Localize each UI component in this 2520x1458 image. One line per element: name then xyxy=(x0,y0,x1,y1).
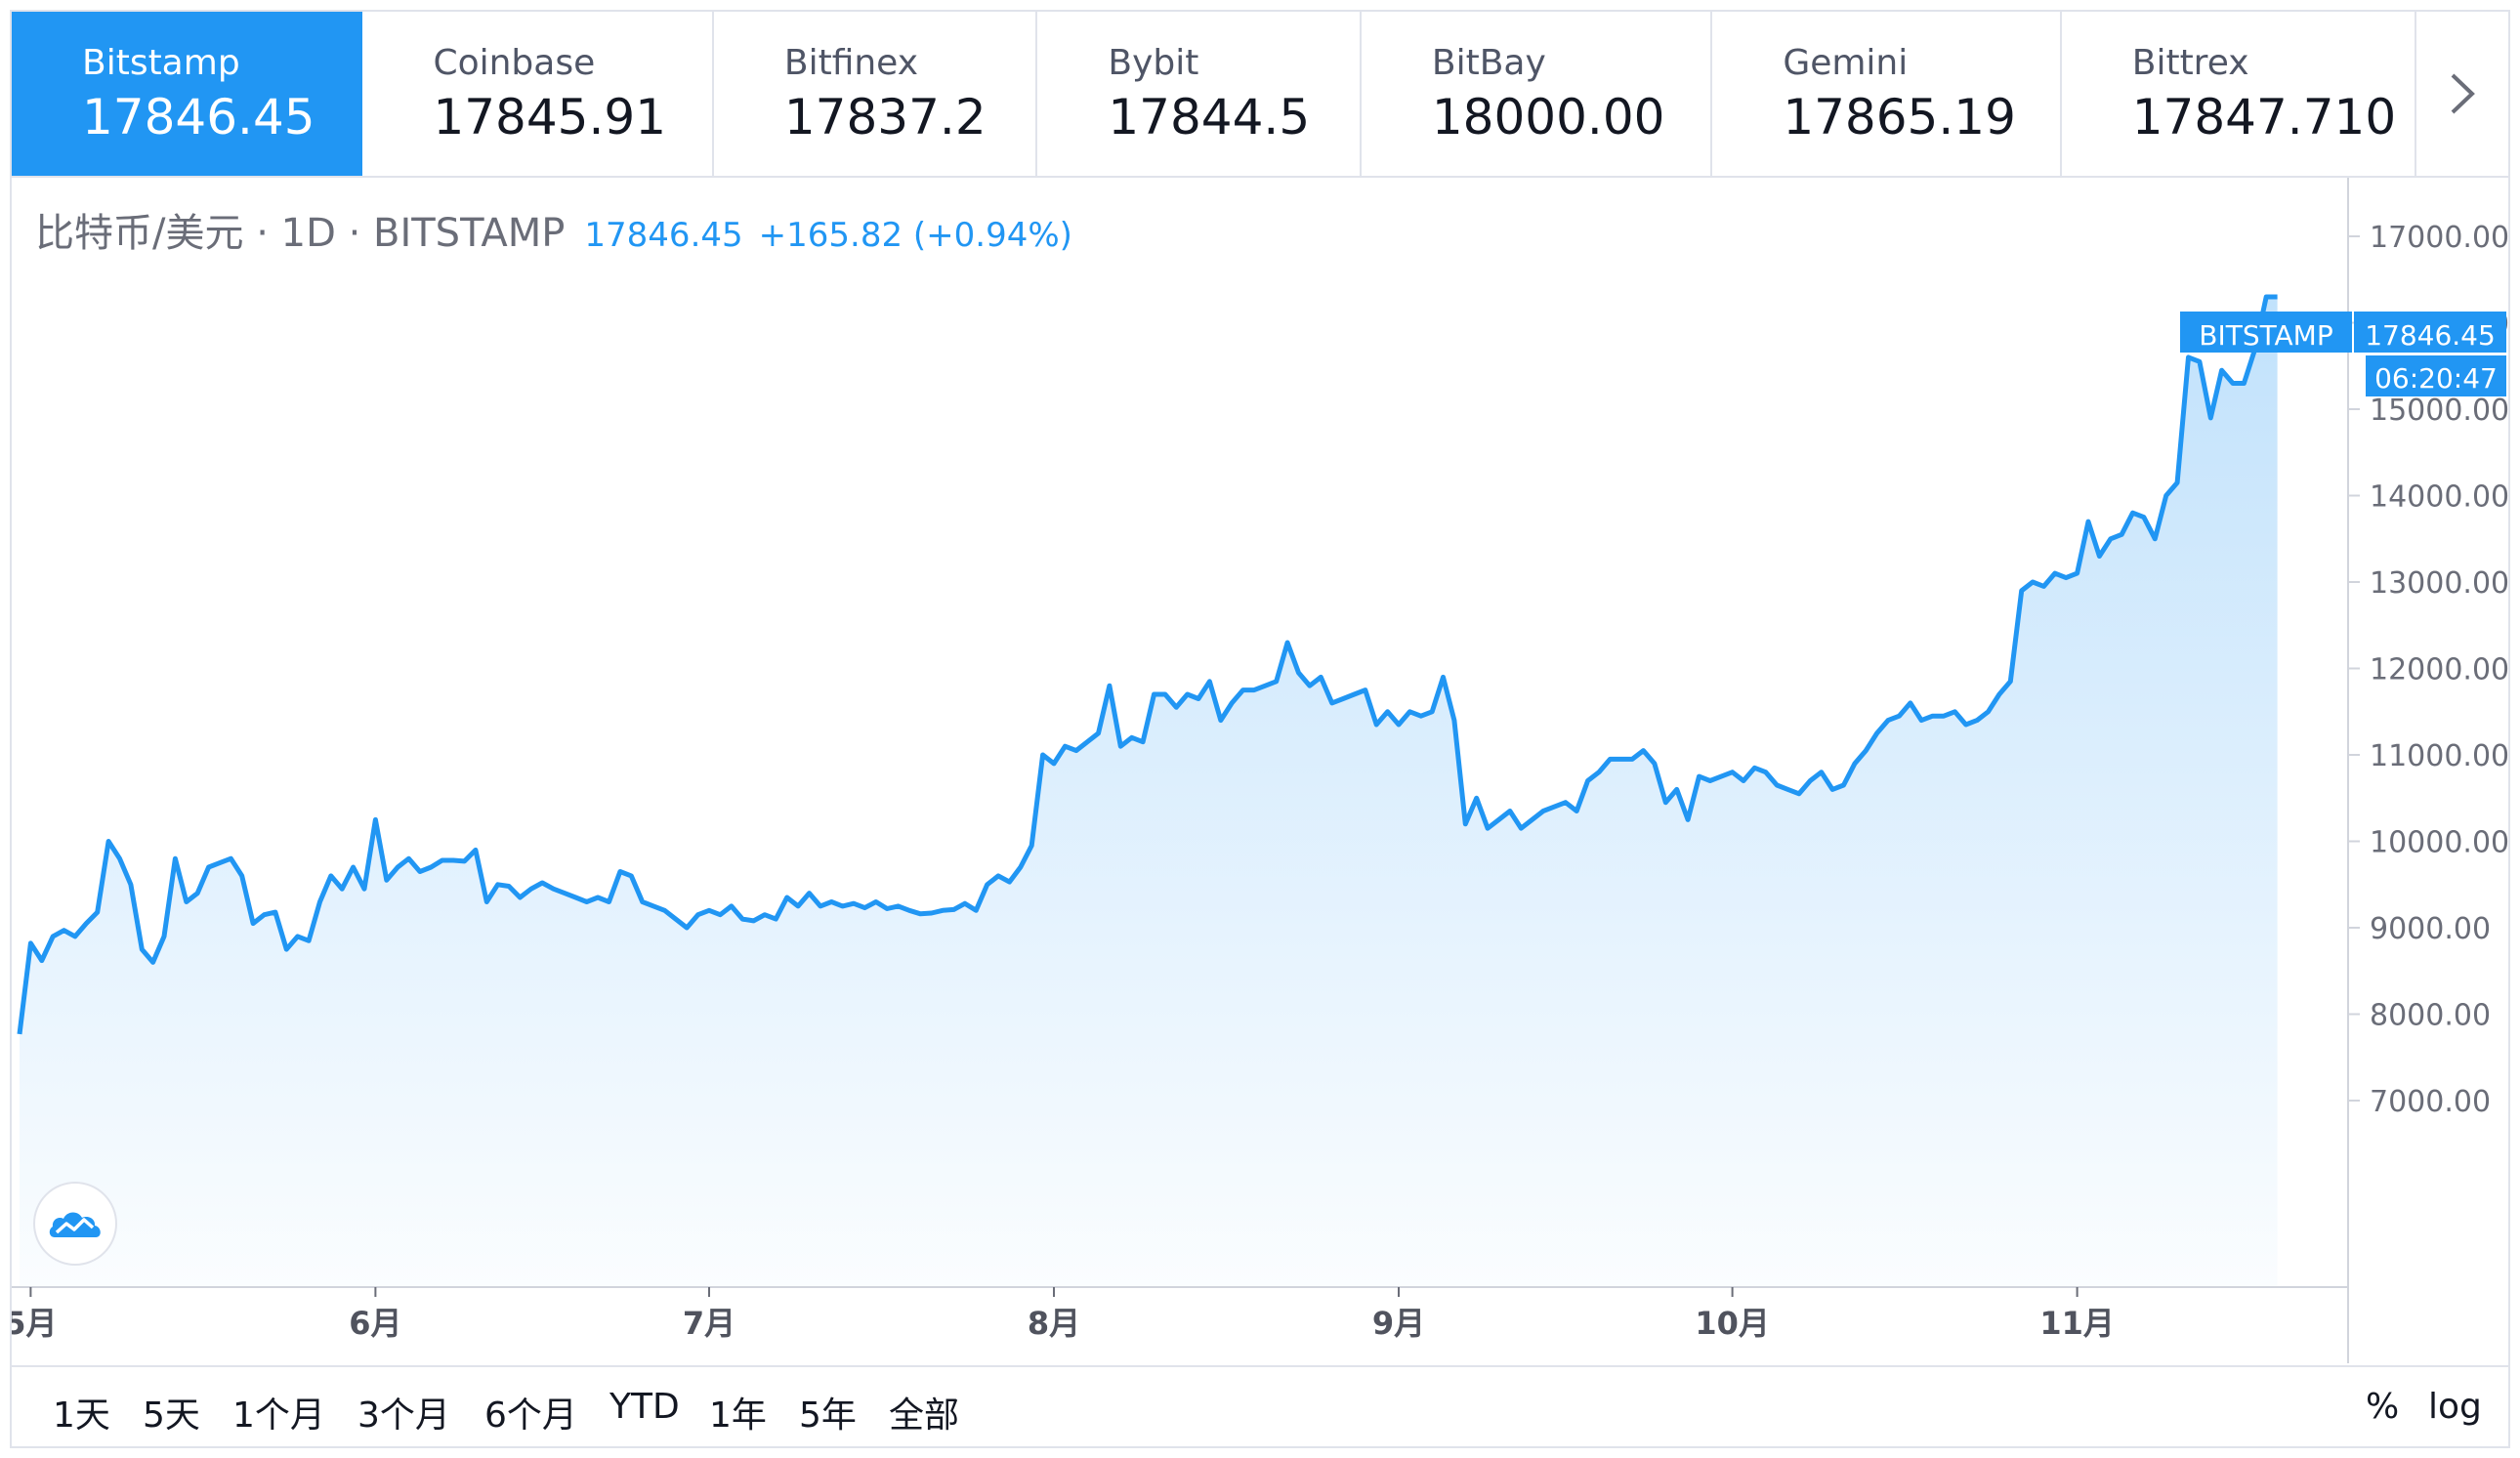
range-5d-button[interactable]: 5天 xyxy=(143,1396,200,1436)
y-tick-label: 11000.00 xyxy=(2370,739,2508,773)
range-3m-button[interactable]: 3个月 xyxy=(357,1396,450,1436)
countdown-tag: 06:20:47 xyxy=(2374,362,2498,395)
exchange-price-tag-bg xyxy=(2180,312,2352,353)
range-ytd-button[interactable]: YTD xyxy=(609,1387,680,1427)
exchange-tab-name: BitBay xyxy=(1431,43,1546,83)
tradingview-cloud-icon xyxy=(49,1212,101,1237)
price-line xyxy=(17,294,2278,1035)
tradingview-logo-button[interactable] xyxy=(33,1182,117,1266)
exchange-tab-price: 17847.710 xyxy=(2131,89,2397,146)
range-6m-button[interactable]: 6个月 xyxy=(484,1396,577,1436)
x-tick-label: 7月 xyxy=(683,1305,735,1342)
y-tick-label: 8000.00 xyxy=(2370,999,2491,1033)
exchange-tab-name: Coinbase xyxy=(433,43,596,83)
range-5y-button[interactable]: 5年 xyxy=(799,1396,857,1436)
exchange-tab-name: Bybit xyxy=(1108,43,1199,83)
countdown-tag-bg xyxy=(2366,355,2506,396)
y-tick-label: 14000.00 xyxy=(2370,480,2508,515)
exchange-tab-price: 17845.91 xyxy=(433,89,667,146)
price-labels: BITSTAMP 17846.45 06:20:47 xyxy=(2180,312,2506,396)
range-1m-button[interactable]: 1个月 xyxy=(232,1396,325,1436)
range-all-button[interactable]: 全部 xyxy=(889,1396,960,1436)
x-tick-label: 8月 xyxy=(1028,1305,1080,1342)
y-tick-label: 7000.00 xyxy=(2370,1085,2491,1119)
chart-widget: Bitstamp 17846.45 Coinbase 17845.91 Bitf… xyxy=(10,10,2510,1448)
exchange-tab-bybit[interactable]: Bybit 17844.5 xyxy=(1037,12,1362,176)
y-tick-label: 10000.00 xyxy=(2370,826,2508,860)
chevron-right-icon xyxy=(2451,73,2475,114)
legend-price: 17846.45 xyxy=(584,216,743,255)
chart-legend: 比特币/美元 · 1D · BITSTAMP 17846.45 +165.82 … xyxy=(35,201,1072,258)
exchange-tab-price: 17865.19 xyxy=(1783,89,2016,146)
exchange-tab-coinbase[interactable]: Coinbase 17845.91 xyxy=(362,12,714,176)
exchange-tab-bitfinex[interactable]: Bitfinex 17837.2 xyxy=(714,12,1038,176)
exchange-tab-name: Bitstamp xyxy=(82,43,240,83)
last-price-tag-bg xyxy=(2354,312,2506,353)
exchange-price-tag: BITSTAMP xyxy=(2199,319,2332,352)
x-tick-label: 10月 xyxy=(1695,1305,1770,1342)
exchange-tab-name: Gemini xyxy=(1783,43,1909,83)
next-exchanges-button[interactable] xyxy=(2416,12,2508,176)
y-tick-label: 12000.00 xyxy=(2370,653,2508,687)
exchange-tab-bitstamp[interactable]: Bitstamp 17846.45 xyxy=(12,12,363,176)
percent-scale-button[interactable]: % xyxy=(2366,1387,2400,1427)
price-area-fill xyxy=(20,297,2278,1287)
x-tick-label: 11月 xyxy=(2039,1305,2115,1342)
exchange-tab-price: 18000.00 xyxy=(1431,89,1665,146)
range-1y-button[interactable]: 1年 xyxy=(709,1396,767,1436)
x-tick-label: 9月 xyxy=(1372,1305,1425,1342)
exchange-tab-price: 17837.2 xyxy=(783,89,987,146)
x-axis: 5月 6月 7月 8月 9月 10月 11月 xyxy=(12,1287,2115,1342)
y-tick-label: 9000.00 xyxy=(2370,912,2491,946)
y-tick-label: 17000.00 xyxy=(2370,221,2508,255)
exchange-tab-gemini[interactable]: Gemini 17865.19 xyxy=(1712,12,2062,176)
range-toolbar: 1天 5天 1个月 3个月 6个月 YTD 1年 5年 全部 % log xyxy=(12,1365,2508,1446)
exchange-tab-name: Bitfinex xyxy=(783,43,919,83)
series-layer xyxy=(17,294,2278,1287)
last-price-tag: 17846.45 xyxy=(2365,319,2496,352)
legend-change: +165.82 (+0.94%) xyxy=(758,216,1072,255)
log-scale-button[interactable]: log xyxy=(2428,1387,2482,1427)
y-tick-label: 15000.00 xyxy=(2370,394,2508,428)
exchange-tabs: Bitstamp 17846.45 Coinbase 17845.91 Bitf… xyxy=(12,12,2508,178)
exchange-tab-price: 17846.45 xyxy=(82,89,315,146)
price-chart[interactable]: 7000.00 8000.00 9000.00 10000.00 11000.00 120… xyxy=(12,178,2508,1363)
x-tick-label: 5月 xyxy=(12,1305,58,1342)
exchange-tab-name: Bittrex xyxy=(2131,43,2249,83)
symbol-title: 比特币/美元 · 1D · BITSTAMP xyxy=(35,211,566,256)
exchange-tab-bittrex[interactable]: Bittrex 17847.710 xyxy=(2062,12,2417,176)
exchange-tab-price: 17844.5 xyxy=(1108,89,1311,146)
x-tick-label: 6月 xyxy=(349,1305,401,1342)
y-tick-label: 13000.00 xyxy=(2370,566,2508,601)
range-1d-button[interactable]: 1天 xyxy=(53,1396,110,1436)
y-axis: 7000.00 8000.00 9000.00 10000.00 11000.00 120… xyxy=(2348,221,2508,1119)
exchange-tab-bitbay[interactable]: BitBay 18000.00 xyxy=(1362,12,1713,176)
